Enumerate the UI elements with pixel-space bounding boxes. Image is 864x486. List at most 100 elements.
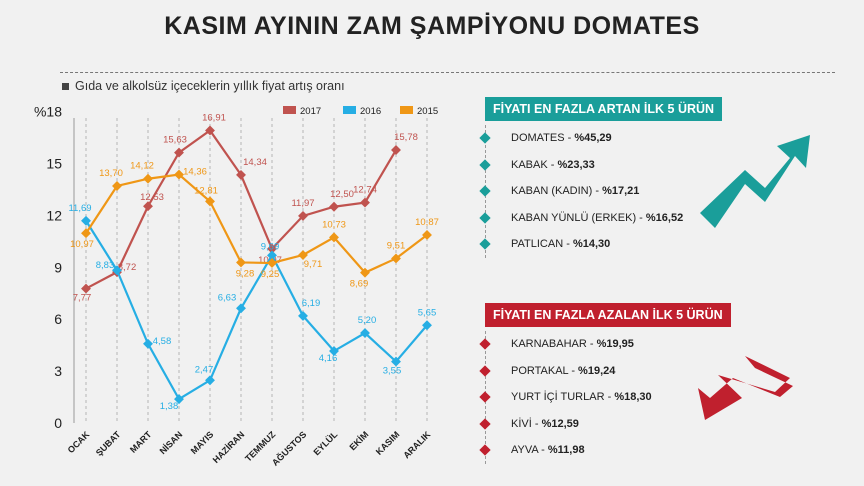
data-label-2017: 7,77 [73, 293, 92, 304]
data-point-2015 [81, 228, 91, 239]
data-point-2017 [329, 201, 339, 212]
data-point-2015 [360, 267, 370, 278]
data-label-2016: 5,20 [358, 315, 377, 326]
decrease-item-name: AYVA [511, 444, 539, 456]
decrease-item-value: %12,59 [541, 417, 579, 430]
legend-swatch [283, 106, 296, 114]
increase-item-name: DOMATES [511, 132, 565, 144]
decrease-item-value: %19,95 [596, 338, 634, 350]
increase-item-value: %14,30 [572, 238, 611, 250]
data-point-2017 [174, 147, 184, 158]
data-label-2016: 2,47 [195, 364, 214, 375]
data-label-2017: 16,91 [202, 112, 226, 123]
data-label-2015: 14,12 [130, 161, 154, 172]
trend-up-arrow-icon [700, 135, 810, 228]
data-label-2016: 3,55 [383, 366, 402, 377]
series-line-2016 [85, 220, 428, 401]
title-divider [60, 72, 835, 73]
y-tick-label: 0 [54, 415, 62, 431]
data-point-2015 [236, 257, 246, 268]
data-label-2017: 12,50 [330, 189, 354, 200]
subtitle-square-icon [62, 83, 69, 91]
increase-item-value: %45,29 [574, 132, 612, 144]
data-label-2015: 10,73 [322, 219, 346, 230]
increase-item: KABAN (KADIN) - %17,21 [479, 178, 722, 205]
data-label-2017: 15,78 [394, 132, 418, 143]
data-point-2016 [174, 394, 184, 405]
increase-item: KABAK - %23,33 [479, 152, 722, 179]
data-label-2017: 14,34 [243, 157, 267, 168]
increase-panel-title: FİYATI EN FAZLA ARTAN İLK 5 ÜRÜN [485, 97, 723, 121]
increase-item-name: KABAN (KADIN) [511, 185, 593, 197]
increase-item: KABAN YÜNLÜ (ERKEK) - %16,52 [479, 205, 722, 232]
y-tick-label: 15 [46, 156, 62, 172]
data-label-2017: 12,53 [140, 192, 164, 203]
y-tick-label: 3 [54, 363, 62, 379]
data-label-2016: 5,65 [418, 307, 437, 318]
data-label-2016: 6,19 [302, 298, 321, 309]
increase-item-name: KABAN YÜNLÜ (ERKEK) [511, 211, 637, 224]
data-point-2016 [236, 303, 246, 314]
data-label-2017: 12,74 [353, 185, 377, 196]
data-point-2015 [267, 258, 277, 268]
increase-item-name: KABAK [511, 158, 548, 171]
data-label-2015: 10,97 [70, 239, 94, 250]
decrease-item: AYVA - %11,98 [479, 437, 731, 464]
data-label-2015: 8,69 [350, 279, 369, 290]
data-point-2017 [143, 201, 153, 212]
decrease-item: YURT İÇİ TURLAR - %18,30 [479, 384, 731, 411]
data-point-2016 [391, 356, 401, 367]
data-point-2016 [81, 215, 91, 226]
increase-item-value: %17,21 [602, 185, 640, 197]
data-point-2015 [112, 181, 122, 191]
decrease-item-value: %11,98 [547, 444, 585, 456]
data-label-2017: 15,63 [163, 135, 187, 146]
increase-item-name: PATLICAN [511, 238, 564, 250]
decrease-panel-title: FİYATI EN FAZLA AZALAN İLK 5 ÜRÜN [485, 303, 731, 327]
data-label-2015: 9,25 [261, 269, 280, 280]
data-label-2016: 4,16 [319, 353, 338, 364]
data-point-2017 [360, 197, 370, 208]
data-point-2015 [143, 173, 153, 184]
data-point-2017 [391, 145, 401, 155]
data-label-2016: 6,63 [218, 292, 237, 303]
decrease-item: KİVİ - %12,59 [479, 411, 731, 438]
chart-subtitle: Gıda ve alkolsüz içeceklerin yıllık fiya… [62, 79, 345, 93]
decrease-item: KARNABAHAR - %19,95 [479, 331, 731, 358]
decrease-list: KARNABAHAR - %19,95 PORTAKAL - %19,24 YU… [479, 331, 731, 464]
data-label-2015: 12,81 [194, 185, 218, 196]
decrease-panel: FİYATI EN FAZLA AZALAN İLK 5 ÜRÜN KARNAB… [479, 303, 731, 464]
data-label-2015: 9,71 [304, 259, 323, 270]
data-point-2017 [298, 210, 308, 221]
increase-item-value: %23,33 [557, 158, 595, 171]
data-point-2016 [360, 328, 370, 338]
data-point-2017 [205, 125, 215, 136]
data-point-2015 [329, 232, 339, 243]
data-label-2015: 9,51 [387, 240, 406, 251]
legend-label: 2016 [360, 106, 381, 117]
data-point-2015 [205, 196, 215, 207]
decrease-item: PORTAKAL - %19,24 [479, 358, 731, 385]
decrease-item-value: %19,24 [578, 364, 616, 377]
data-label-2017: 8,72 [118, 262, 137, 273]
data-label-2016: 9,69 [261, 241, 280, 252]
legend-swatch [400, 106, 413, 114]
y-tick-label: %18 [34, 104, 62, 120]
decrease-item-name: YURT İÇİ TURLAR [511, 391, 605, 403]
increase-item-value: %16,52 [645, 211, 684, 224]
increase-item: DOMATES - %45,29 [479, 125, 722, 152]
trend-down-arrow-icon [698, 356, 793, 420]
data-point-2015 [391, 253, 401, 264]
data-label-2016: 1,38 [160, 401, 179, 412]
data-point-2015 [174, 169, 184, 180]
data-point-2017 [267, 243, 277, 254]
page-title: KASIM AYININ ZAM ŞAMPİYONU DOMATES [164, 12, 700, 40]
legend-label: 2017 [300, 106, 321, 117]
data-point-2016 [329, 346, 339, 356]
data-label-2016: 4,58 [153, 336, 172, 347]
data-point-2016 [298, 310, 308, 321]
data-point-2016 [143, 338, 153, 349]
y-tick-label: 9 [54, 259, 62, 275]
